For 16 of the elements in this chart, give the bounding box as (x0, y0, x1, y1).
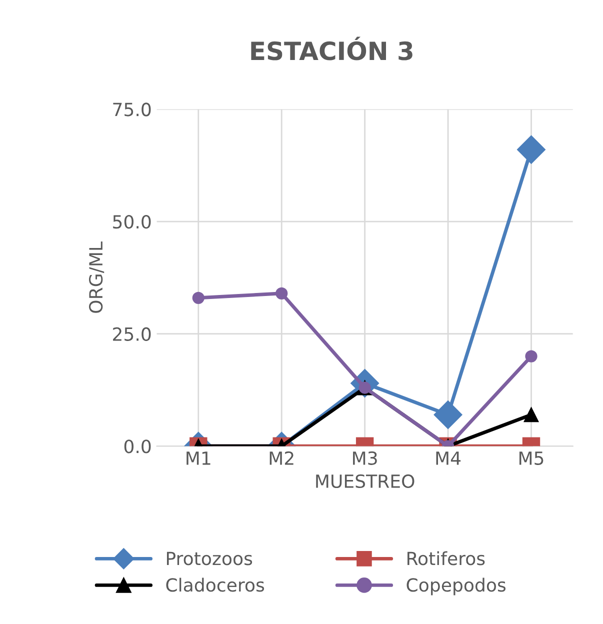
y-tick-label: 75.0 (113, 102, 151, 116)
y-tick-label: 0.0 (124, 440, 151, 454)
y-axis-title: ORG/ML (89, 242, 104, 313)
x-tick-label: M1 (186, 452, 210, 465)
x-tick-label: M2 (270, 451, 294, 465)
legend-label: Protozoos (166, 552, 252, 566)
x-tick-label: M4 (436, 452, 461, 465)
x-tick-label: M5 (519, 452, 544, 465)
legend-label: Cladoceros (166, 578, 264, 592)
legend-label: Rotiferos (408, 551, 485, 566)
chart-title: ESTACIÓN 3 (251, 36, 412, 60)
legend-label: Copepodos (406, 578, 506, 596)
y-tick-label: 25.0 (113, 327, 151, 341)
x-tick-label: M3 (353, 451, 377, 465)
y-tick-label: 50.0 (113, 214, 151, 229)
x-axis-title: MUESTREO (316, 474, 414, 488)
